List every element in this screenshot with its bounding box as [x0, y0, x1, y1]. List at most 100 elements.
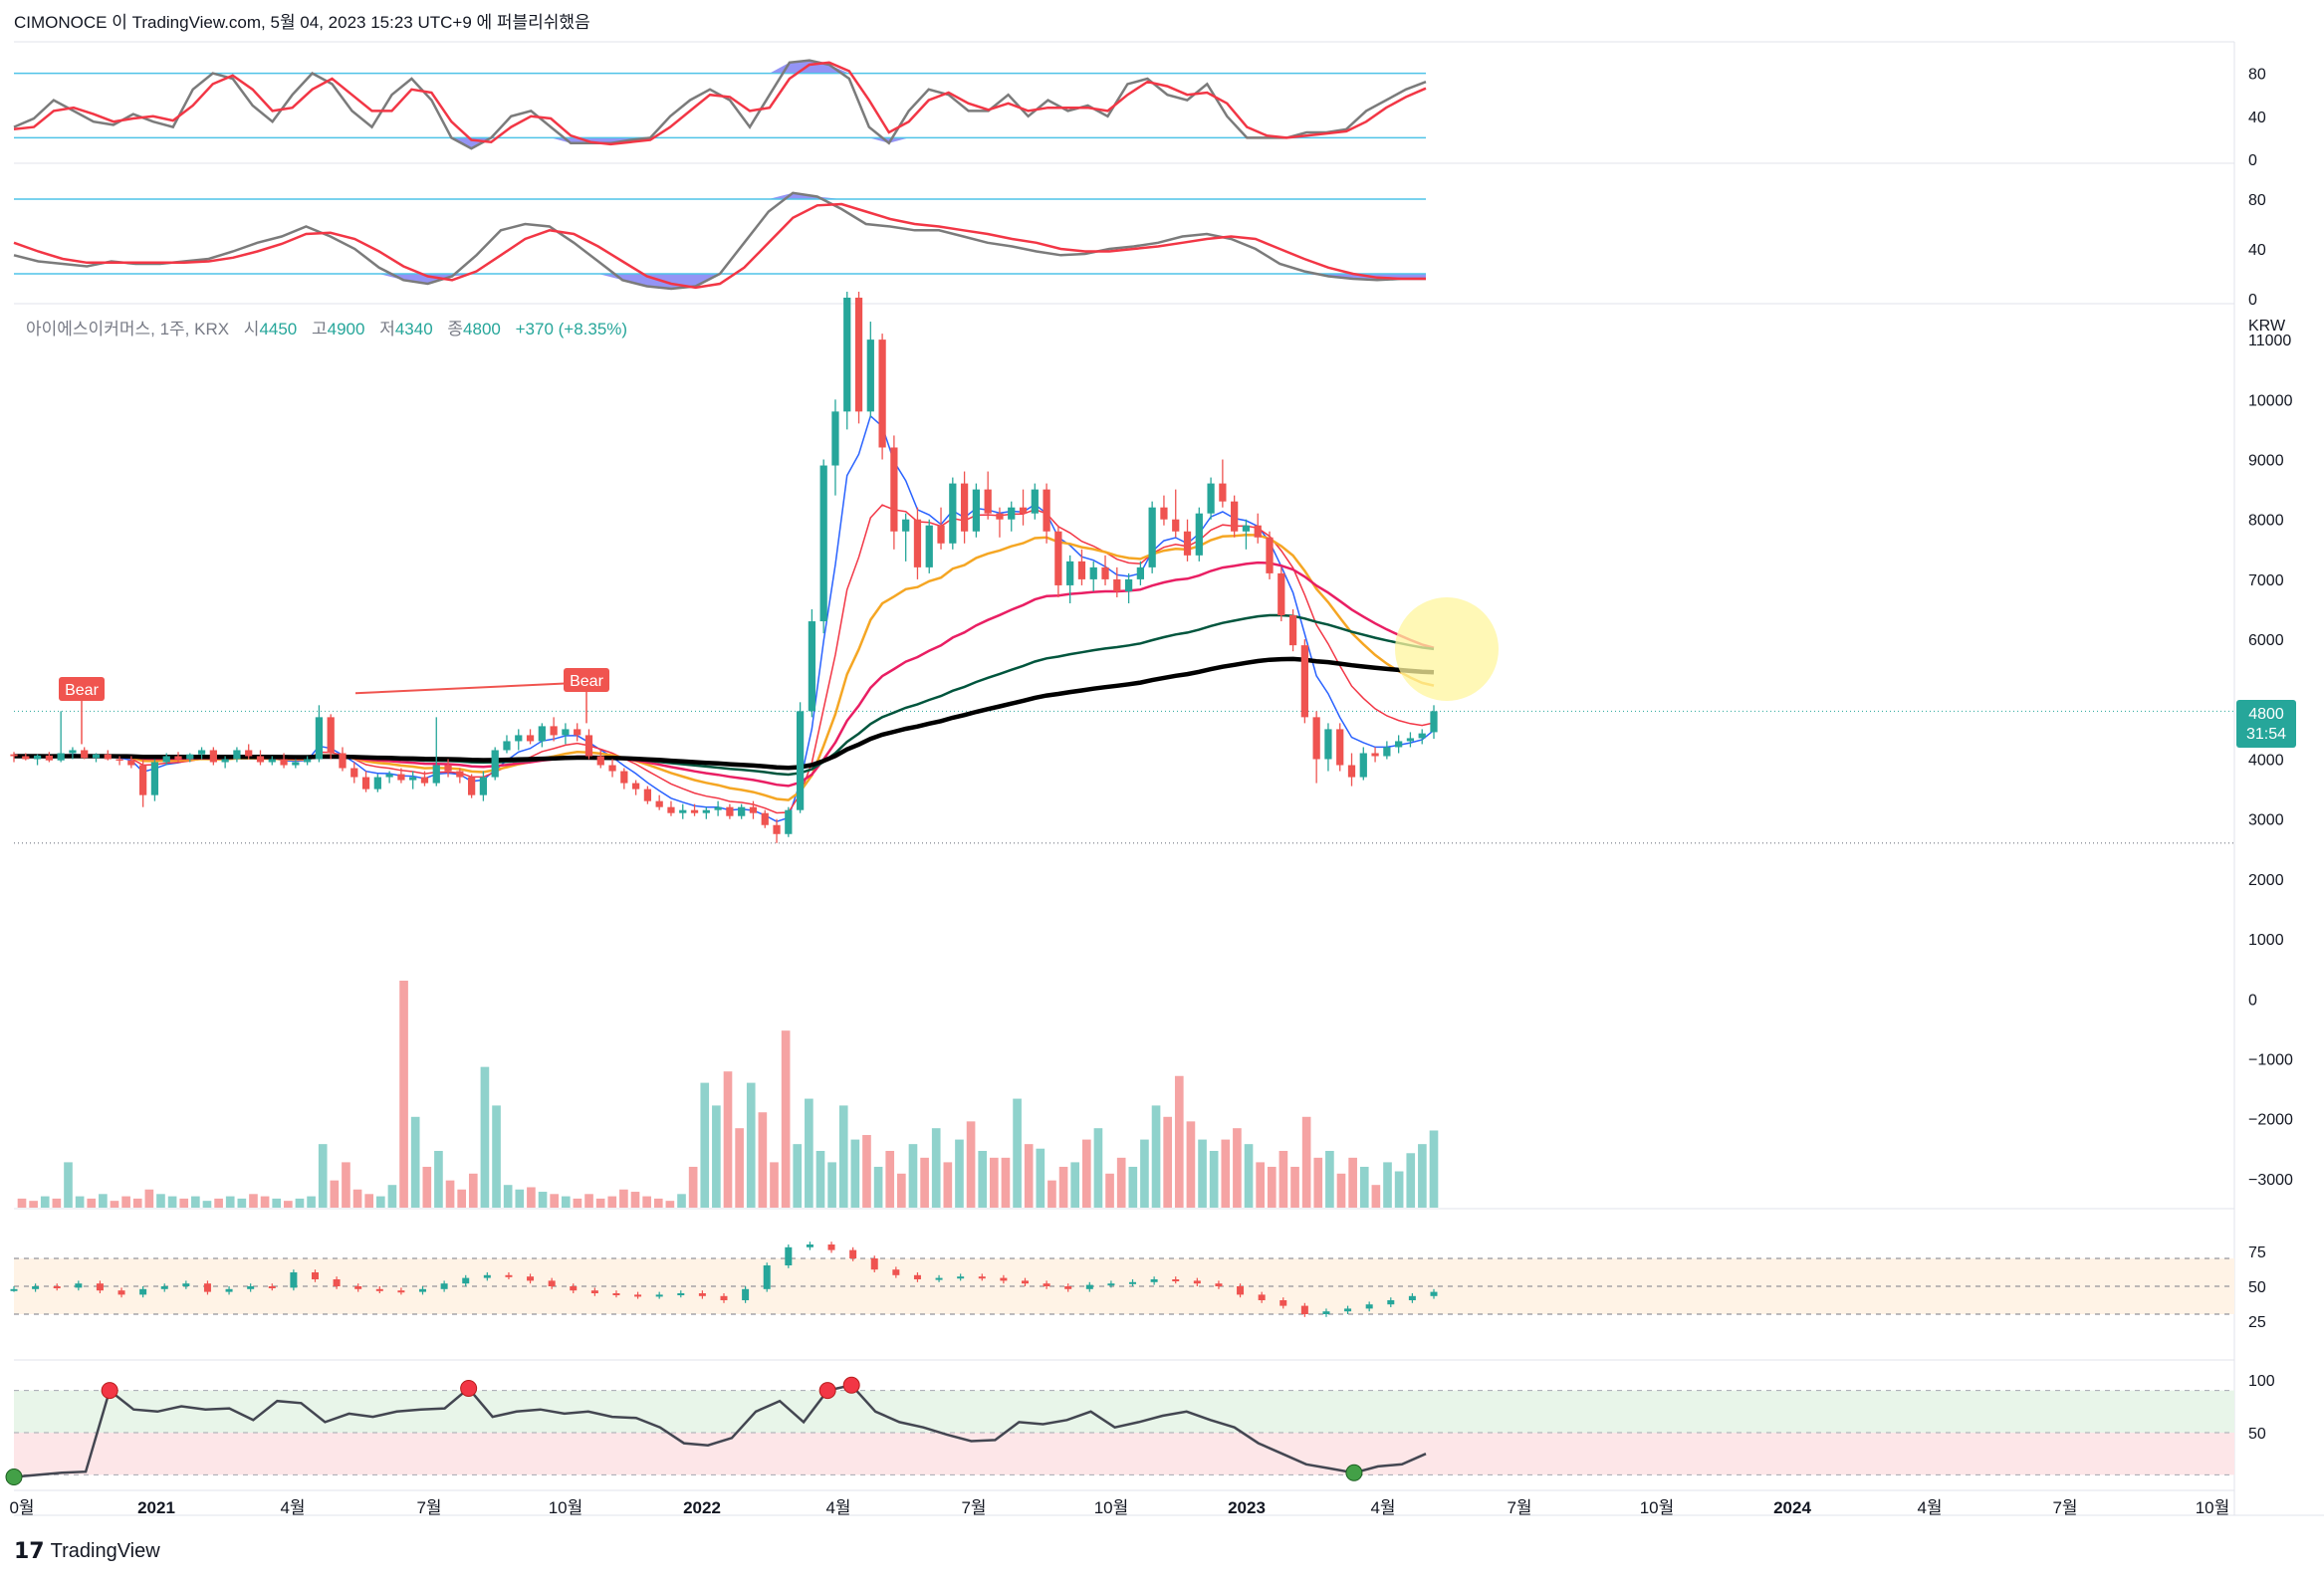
- bear-label-text: Bear: [570, 673, 603, 690]
- tradingview-brand[interactable]: 17 TradingView: [14, 1539, 160, 1564]
- time-axis[interactable]: 0월 2021 4월 7월 10월 2022 4월 7월 10월 2023 4월 7월 10월 2024 4…: [9, 1498, 2229, 1517]
- volume-bar: [527, 1187, 536, 1208]
- tradingview-logo-icon: 17: [14, 1539, 45, 1564]
- candle-body: [1207, 483, 1215, 514]
- volume-bar: [1140, 1139, 1149, 1208]
- price-pane[interactable]: [10, 291, 2234, 844]
- candle-body: [432, 765, 440, 784]
- volume-bar: [653, 1198, 663, 1208]
- candle-body: [186, 754, 194, 760]
- candle-body: [209, 750, 217, 763]
- candle-body: [150, 762, 159, 795]
- volume-bar: [1394, 1171, 1404, 1208]
- candle-body: [913, 519, 922, 567]
- candle-body: [420, 777, 429, 784]
- rsi-candle-body: [957, 1276, 965, 1279]
- volume-bar: [1001, 1157, 1011, 1208]
- volume-bar: [688, 1166, 698, 1208]
- price-y-tick: 10000: [2248, 392, 2293, 409]
- stoch2-y-tick: 40: [2248, 242, 2266, 259]
- bear-label: Bear: [564, 668, 609, 692]
- rsi-candle-body: [742, 1288, 750, 1300]
- rsi-candle-body: [311, 1272, 319, 1279]
- rsi-candle-body: [1150, 1279, 1158, 1282]
- volume-bar: [503, 1185, 513, 1208]
- volume-bar: [1198, 1139, 1207, 1208]
- cci-overbought-dot: [101, 1382, 118, 1400]
- candle-body: [984, 489, 992, 514]
- price-y-tick: −2000: [2248, 1112, 2293, 1129]
- rsi-candle-body: [1237, 1286, 1245, 1295]
- volume-bar: [955, 1139, 964, 1208]
- rsi-candle-body: [268, 1286, 276, 1288]
- rsi-candle-body: [570, 1286, 578, 1291]
- volume-pane: [17, 981, 1439, 1208]
- candle-body: [327, 717, 335, 754]
- cci-oversold-dot: [5, 1468, 23, 1486]
- rsi-candle-body: [117, 1290, 125, 1295]
- candle-body: [361, 777, 370, 790]
- stoch-k-line: [13, 191, 1426, 291]
- volume-bar: [770, 1162, 779, 1208]
- volume-bar: [793, 1144, 803, 1208]
- rsi-candle-body: [354, 1286, 362, 1289]
- price-y-tick: 8000: [2248, 513, 2284, 530]
- time-axis-label: 4월: [825, 1498, 850, 1517]
- legend-change: +370 (+8.35%): [516, 320, 627, 339]
- candle-body: [702, 809, 710, 813]
- rsi-candle-body: [1021, 1280, 1029, 1284]
- rsi-candle-body: [634, 1294, 642, 1297]
- legend-high-value: 4900: [328, 320, 365, 339]
- volume-bar: [1278, 1151, 1288, 1208]
- stochastic-pane-2[interactable]: [13, 191, 1427, 291]
- volume-bar: [179, 1198, 189, 1208]
- volume-bar: [1105, 1173, 1114, 1208]
- volume-bar: [584, 1194, 593, 1208]
- cci-overbought-dot: [842, 1376, 860, 1394]
- time-axis-label: 4월: [280, 1498, 305, 1517]
- candle-body: [1043, 489, 1050, 532]
- candle-body: [949, 483, 957, 544]
- currency-label: KRW: [2248, 318, 2286, 335]
- bear-label: Bear: [59, 677, 105, 701]
- volume-bar: [480, 1066, 490, 1208]
- rsi-candle-body: [763, 1265, 771, 1289]
- volume-bar: [1081, 1139, 1091, 1208]
- highlight-circle[interactable]: [1395, 597, 1499, 701]
- stochastic-pane-1[interactable]: [13, 59, 1427, 150]
- candle-body: [104, 754, 112, 760]
- candle-body: [491, 750, 499, 778]
- ma-10-line: [13, 504, 1435, 814]
- candle-body: [81, 750, 89, 759]
- volume-bar: [434, 1151, 443, 1208]
- time-axis-label: 4월: [1370, 1498, 1395, 1517]
- candle-body: [339, 753, 347, 769]
- rsi-y-tick: 50: [2248, 1279, 2266, 1296]
- rsi-candle-body: [1085, 1284, 1093, 1289]
- candle-body: [831, 411, 839, 466]
- rsi-candle-body: [527, 1276, 535, 1281]
- volume-bar: [52, 1198, 62, 1208]
- volume-bar: [364, 1194, 374, 1208]
- volume-bar: [607, 1196, 617, 1208]
- volume-bar: [873, 1166, 883, 1208]
- volume-bar: [550, 1194, 559, 1208]
- candle-body: [643, 789, 652, 801]
- rsi-candle-body: [397, 1290, 405, 1293]
- candle-body: [738, 806, 746, 816]
- y-axes[interactable]: 8040080400110001000090008000700060004000…: [2248, 67, 2293, 1443]
- rsi-y-tick: 25: [2248, 1314, 2266, 1331]
- candle-body: [139, 765, 147, 795]
- rsi-candle-body: [1387, 1300, 1395, 1305]
- candle-body: [937, 525, 945, 544]
- volume-bar: [1336, 1173, 1346, 1208]
- candle-body: [667, 806, 675, 813]
- rsi-candle-body: [1430, 1291, 1438, 1296]
- candle-body: [960, 483, 969, 532]
- volume-bar: [132, 1198, 142, 1208]
- cci-pane[interactable]: [5, 1376, 2234, 1486]
- candle-body: [1089, 566, 1097, 579]
- rsi-pane[interactable]: [10, 1242, 2235, 1317]
- rsi-candle-body: [483, 1274, 491, 1278]
